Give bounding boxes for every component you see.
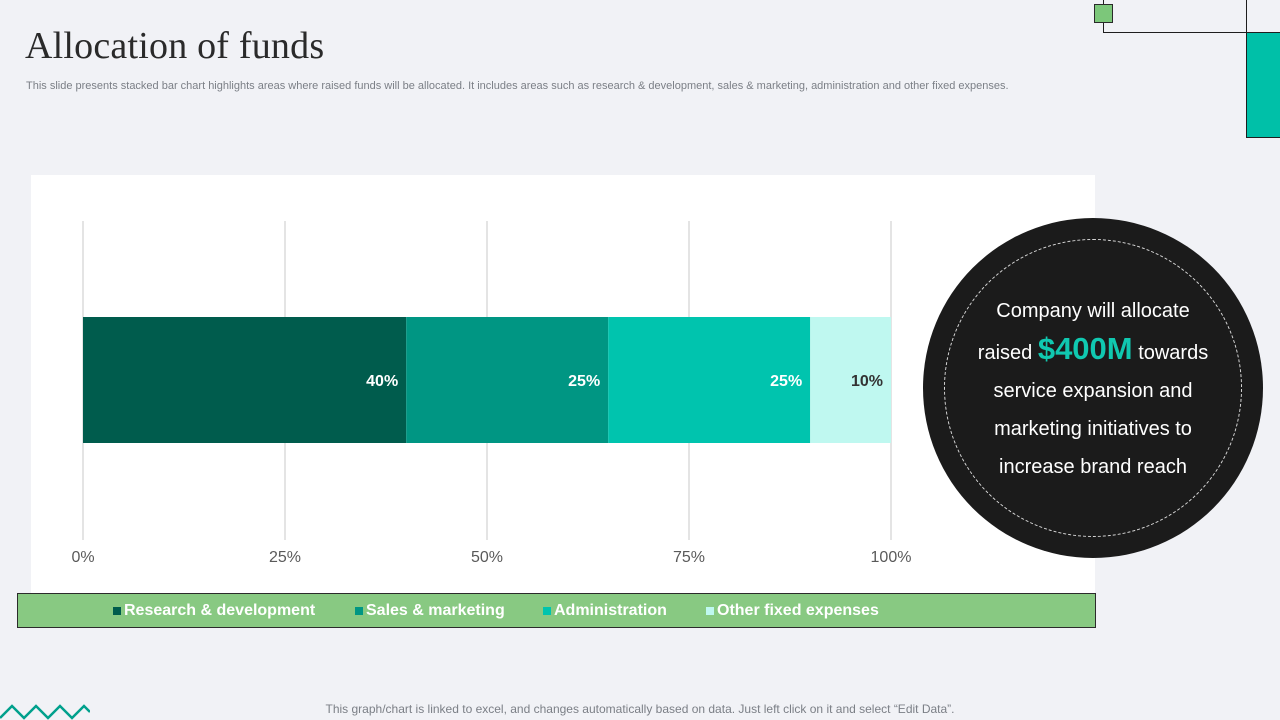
callout-dashed-ring	[944, 239, 1242, 537]
bar-data-label: 40%	[366, 373, 398, 390]
legend-item-other: Other fixed expenses	[706, 594, 879, 627]
callout-line-1: Company will allocate	[996, 300, 1190, 322]
legend-swatch-other	[706, 606, 714, 615]
legend-label: Sales & marketing	[366, 601, 505, 619]
decorative-zigzag	[0, 704, 90, 720]
legend-swatch-sales	[355, 606, 363, 615]
footer-note: This graph/chart is linked to excel, and…	[325, 702, 955, 716]
chart-legend: Research & development Sales & marketing…	[17, 593, 1096, 628]
decorative-green-square	[1094, 4, 1113, 23]
decorative-line-horizontal	[1103, 32, 1280, 33]
callout-line-2-post: towards	[1138, 342, 1209, 364]
callout-line-3: service expansion and	[993, 380, 1193, 402]
bar-segment-2[interactable]	[406, 317, 609, 443]
callout-amount: $400M	[1037, 331, 1133, 366]
callout-circle: Company will allocate raised $400M towar…	[923, 218, 1263, 558]
bar-data-label: 25%	[568, 373, 600, 390]
slide-title: Allocation of funds	[25, 25, 325, 67]
callout-line-2: raised $400M towards	[943, 330, 1243, 372]
decorative-line-vertical	[1246, 0, 1247, 33]
x-tick-label: 75%	[673, 549, 705, 566]
bar-data-label: 25%	[770, 373, 802, 390]
legend-item-research: Research & development	[113, 594, 315, 627]
legend-label: Administration	[554, 601, 667, 619]
callout-line-5: increase brand reach	[999, 456, 1187, 478]
bar-segment-3[interactable]	[608, 317, 811, 443]
stacked-bar-chart[interactable]: 0% 25% 50% 75% 100% 40% 25% 25% 10%	[31, 175, 1095, 593]
legend-label: Research & development	[124, 601, 316, 619]
callout-text: Company will allocate raised $400M towar…	[943, 292, 1243, 486]
x-tick-label: 100%	[871, 549, 912, 566]
bar-segment-1[interactable]	[83, 317, 407, 443]
legend-swatch-research	[113, 606, 121, 615]
callout-line-2-pre: raised	[977, 342, 1033, 364]
x-tick-label: 25%	[269, 549, 301, 566]
decorative-teal-bar	[1246, 33, 1280, 138]
callout-line-4: marketing initiatives to	[994, 418, 1192, 440]
bar-segment-4[interactable]	[810, 317, 891, 443]
x-tick-label: 50%	[471, 549, 503, 566]
x-tick-label: 0%	[71, 549, 94, 566]
bar-data-label: 10%	[851, 373, 883, 390]
chart-panel[interactable]: 0% 25% 50% 75% 100% 40% 25% 25% 10%	[31, 175, 1095, 593]
slide-subtitle: This slide presents stacked bar chart hi…	[26, 80, 1009, 92]
legend-label: Other fixed expenses	[717, 601, 879, 619]
legend-item-administration: Administration	[543, 594, 667, 627]
legend-swatch-administration	[543, 606, 551, 615]
legend-item-sales: Sales & marketing	[355, 594, 505, 627]
